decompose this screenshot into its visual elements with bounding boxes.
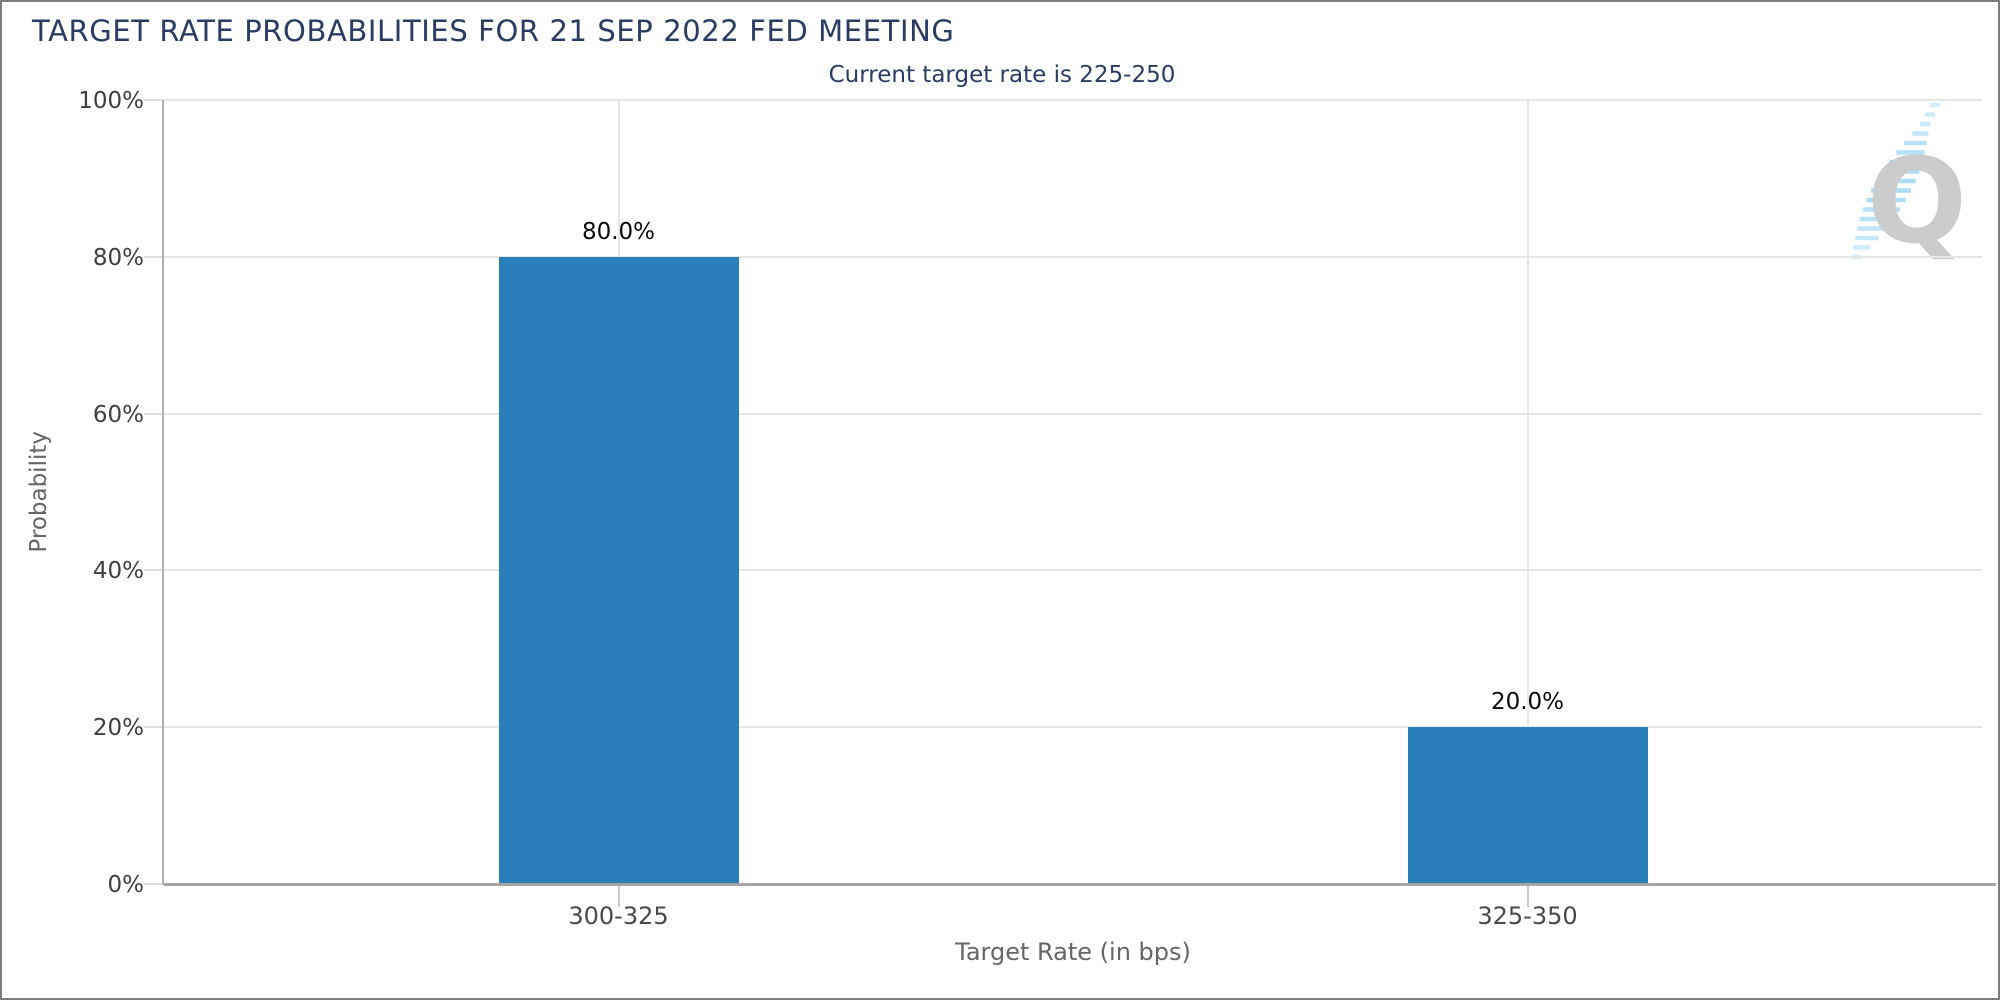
gridline-x-325-350 [1526,100,1529,884]
y-tick-100 [144,99,163,101]
bar-value-label: 20.0% [1490,689,1565,716]
x-axis-title: Target Rate (in bps) [955,938,1191,966]
x-tick-300-325 [617,886,620,907]
x-tick-325-350 [1526,886,1529,907]
y-tick-60 [144,412,163,415]
y-tick-label: 40% [92,558,144,585]
y-tick-label: 100% [78,88,144,114]
gridline-y-40 [164,569,1982,572]
y-axis-title: Probability [26,431,52,553]
gridline-y-80 [164,255,1982,258]
y-tick-label: 80% [92,244,144,271]
bar-300-325[interactable] [498,256,739,884]
y-tick-label: 0% [107,872,145,898]
y-tick-80 [144,255,163,258]
y-axis-line [162,100,164,885]
y-tick-label: 20% [92,715,144,742]
y-tick-0 [144,883,163,885]
bar-value-label: 80.0% [581,218,656,245]
logo-q-letter: Q [1867,132,1967,269]
x-category-label: 325-350 [1477,902,1578,930]
gridline-y-20 [164,726,1982,729]
bar-325-350[interactable] [1407,727,1648,884]
gridline-y-100 [164,99,1982,101]
chart-subtitle: Current target rate is 225-250 [828,62,1176,88]
y-tick-label: 60% [92,401,144,428]
quikstrike-logo-icon: Q [1852,102,1967,269]
plot-area: 0% 20% 40% 60% 80% 100% 80.0% 300-325 20.0% 325-3… [78,88,1982,930]
gridline-y-60 [164,412,1982,415]
page-title: TARGET RATE PROBABILITIES FOR 21 SEP 202… [32,14,955,48]
x-category-label: 300-325 [568,902,669,930]
y-tick-20 [144,726,163,729]
x-axis-line [164,883,1996,886]
y-tick-40 [144,569,163,572]
